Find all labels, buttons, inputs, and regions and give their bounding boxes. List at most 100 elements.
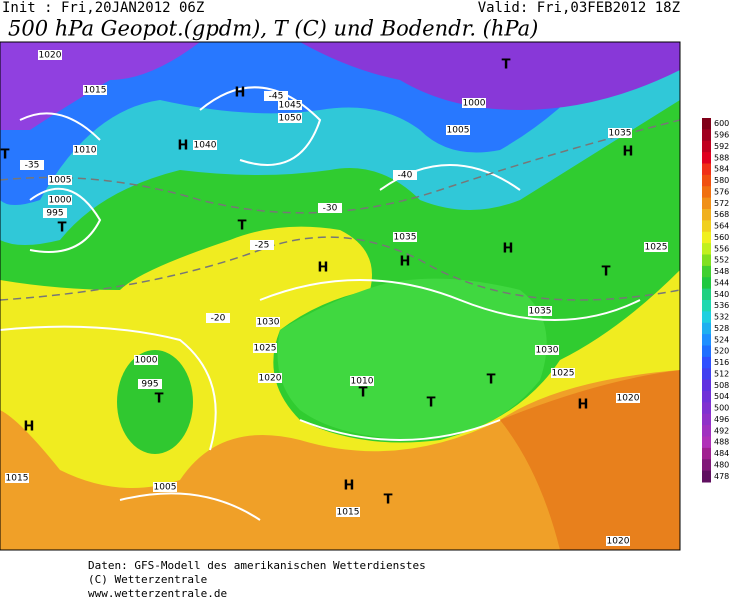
scale-label: 600	[714, 119, 729, 128]
scale-swatch	[702, 118, 711, 130]
label-box	[616, 393, 640, 403]
label-box	[528, 306, 552, 316]
isoline-label: 1005	[154, 483, 177, 493]
isoline-label: 1000	[49, 196, 72, 206]
scale-label: 548	[714, 267, 729, 276]
label-box	[256, 317, 280, 327]
scale-label: 488	[714, 438, 729, 447]
isoline-label: 1030	[536, 346, 559, 356]
pressure-center: T	[155, 392, 164, 407]
label-box	[48, 175, 72, 185]
isoline-label: 995	[141, 380, 158, 390]
pressure-center: H	[24, 420, 35, 435]
scale-label: 478	[714, 472, 729, 481]
pressure-center: T	[384, 493, 393, 508]
scale-swatch	[702, 186, 711, 199]
scale-swatch	[702, 311, 711, 324]
map-frame	[0, 41, 681, 551]
label-box	[393, 170, 417, 180]
scale-label: 500	[714, 404, 729, 413]
label-box	[551, 368, 575, 378]
scale-swatch	[702, 402, 711, 415]
label-box	[606, 536, 630, 546]
label-box	[446, 125, 470, 135]
label-box	[206, 313, 230, 323]
isoline-label: 1010	[351, 377, 374, 387]
scale-label: 520	[714, 347, 729, 356]
scale-swatch	[702, 265, 711, 278]
footer-line: (C) Wetterzentrale	[88, 573, 207, 586]
map-title: 500 hPa Geopot.(gpdm), T (C) und Bodendr…	[8, 17, 538, 41]
label-box	[134, 355, 158, 365]
label-box	[20, 160, 44, 170]
isoline-label: -35	[25, 161, 40, 171]
scale-swatch	[702, 243, 711, 255]
label-box	[43, 208, 67, 218]
label-box	[318, 203, 342, 213]
label-box	[38, 50, 62, 60]
scale-label: 504	[714, 392, 729, 401]
scale-swatch	[702, 379, 711, 392]
pressure-center: H	[503, 242, 514, 257]
scale-label: 528	[714, 324, 729, 333]
label-box	[83, 85, 107, 95]
label-box	[278, 100, 302, 110]
scale-swatch	[702, 447, 711, 460]
scale-swatch	[702, 413, 711, 426]
isoline-label: 1020	[617, 394, 640, 404]
pressure-center: H	[178, 139, 189, 154]
scale-label: 576	[714, 187, 729, 196]
scale-swatch	[702, 470, 711, 483]
scale-label: 536	[714, 301, 729, 310]
isoline-label: 995	[46, 209, 63, 219]
isoline-label: 1035	[529, 307, 552, 317]
scale-label: 540	[714, 290, 729, 299]
field-green-blob	[117, 350, 193, 454]
pressure-center: T	[238, 219, 247, 234]
pressure-center: T	[359, 386, 368, 401]
isoline-label: 1050	[279, 114, 302, 124]
pressure-center: T	[1, 148, 10, 163]
scale-label: 508	[714, 381, 729, 390]
scale-swatch	[702, 436, 711, 449]
scale-swatch	[702, 356, 711, 369]
isoline-label: 1015	[337, 508, 360, 518]
isoline-label: 1030	[257, 318, 280, 328]
scale-label: 568	[714, 210, 729, 219]
scale-swatch	[702, 254, 711, 267]
pressure-center: H	[344, 479, 355, 494]
isoline-label: -45	[269, 92, 284, 102]
label-box	[48, 195, 72, 205]
scale-label: 524	[714, 335, 729, 344]
isoline-label: -30	[323, 204, 338, 214]
scale-label: 564	[714, 222, 729, 231]
valid-time: Valid: Fri,03FEB2012 18Z	[478, 0, 680, 16]
scale-swatch	[702, 277, 711, 290]
map-field	[0, 42, 680, 550]
pressure-center: T	[427, 396, 436, 411]
pressure-center: T	[487, 373, 496, 388]
isobars	[0, 86, 641, 521]
isoline-label: 1025	[552, 369, 575, 379]
scale-label: 552	[714, 256, 729, 265]
isoline-label: 1025	[645, 243, 668, 253]
scale-label: 588	[714, 153, 729, 162]
label-box	[393, 232, 417, 242]
scale-label: 572	[714, 199, 729, 208]
field-light-green	[277, 278, 547, 440]
isoline-label: 1035	[394, 233, 417, 243]
scale-swatch	[702, 209, 711, 221]
scale-swatch	[702, 322, 711, 335]
map-labels: 1020 1015 1010 1005 995 1000 1040 1045 1050 1035 1…	[1, 50, 668, 547]
scale-label: 484	[714, 449, 729, 458]
isoline-label: 1015	[84, 86, 107, 96]
isoline-label: 1020	[607, 537, 630, 547]
isoline-label: 1020	[259, 374, 282, 384]
label-box	[535, 345, 559, 355]
label-box	[153, 482, 177, 492]
pressure-center: H	[400, 255, 411, 270]
scale-label: 560	[714, 233, 729, 242]
pressure-center: T	[602, 265, 611, 280]
isoline-label: 1000	[463, 99, 486, 109]
